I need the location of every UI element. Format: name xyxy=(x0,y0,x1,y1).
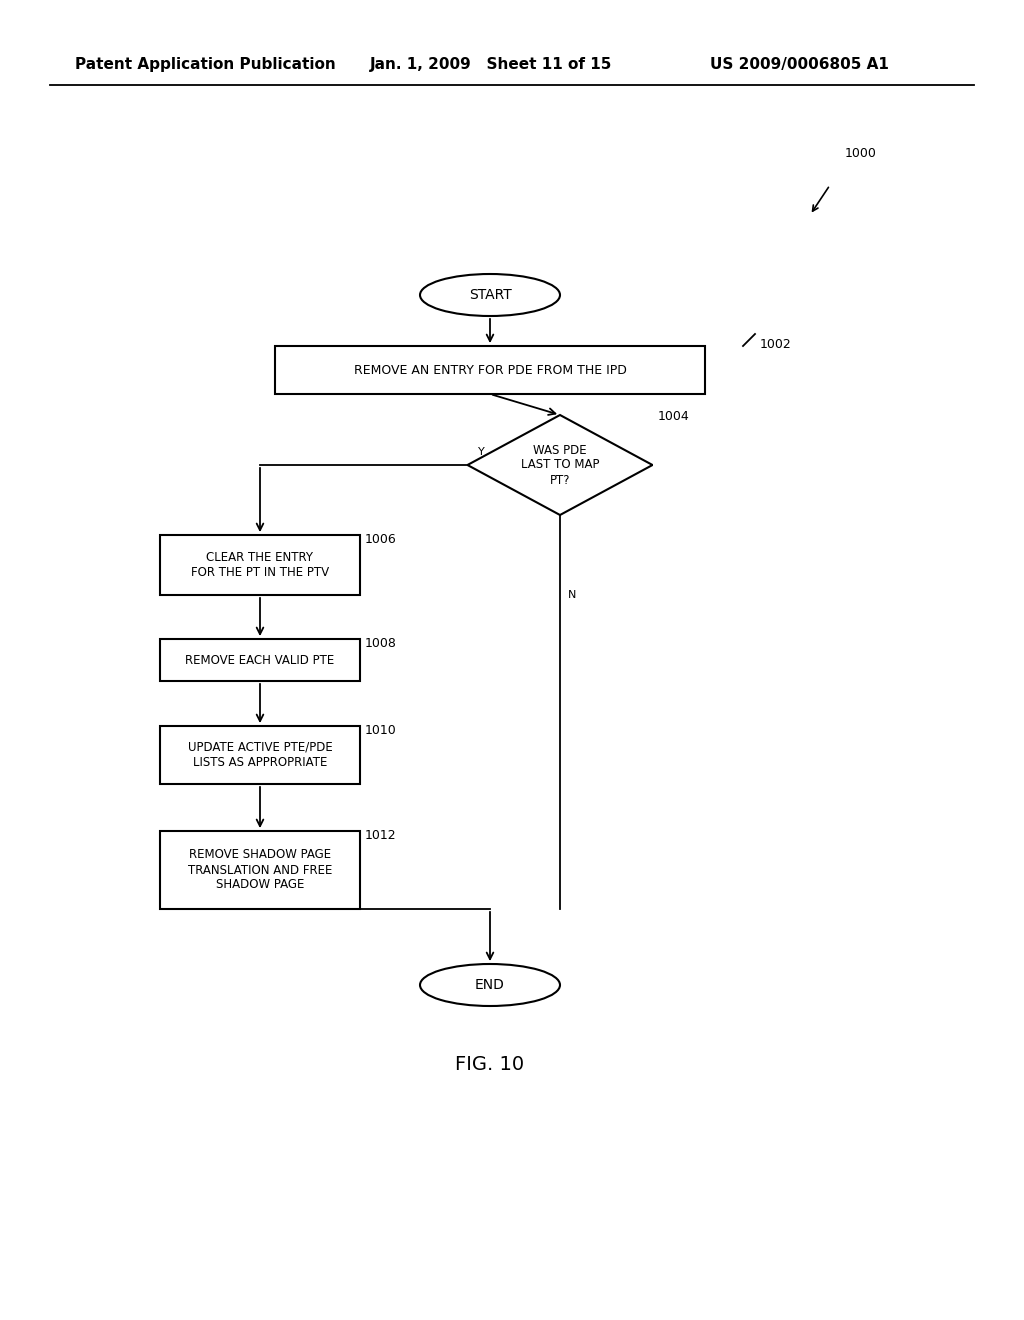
Text: REMOVE SHADOW PAGE
TRANSLATION AND FREE
SHADOW PAGE: REMOVE SHADOW PAGE TRANSLATION AND FREE … xyxy=(187,849,332,891)
Text: REMOVE EACH VALID PTE: REMOVE EACH VALID PTE xyxy=(185,653,335,667)
Text: US 2009/0006805 A1: US 2009/0006805 A1 xyxy=(710,58,889,73)
Text: REMOVE AN ENTRY FOR PDE FROM THE IPD: REMOVE AN ENTRY FOR PDE FROM THE IPD xyxy=(353,363,627,376)
Text: 1000: 1000 xyxy=(845,147,877,160)
Text: 1004: 1004 xyxy=(657,411,689,422)
Text: N: N xyxy=(568,590,577,601)
Text: Jan. 1, 2009   Sheet 11 of 15: Jan. 1, 2009 Sheet 11 of 15 xyxy=(370,58,612,73)
Text: UPDATE ACTIVE PTE/PDE
LISTS AS APPROPRIATE: UPDATE ACTIVE PTE/PDE LISTS AS APPROPRIA… xyxy=(187,741,333,770)
Text: CLEAR THE ENTRY
FOR THE PT IN THE PTV: CLEAR THE ENTRY FOR THE PT IN THE PTV xyxy=(190,550,329,579)
Text: 1006: 1006 xyxy=(365,533,396,546)
Text: FIG. 10: FIG. 10 xyxy=(456,1056,524,1074)
Text: END: END xyxy=(475,978,505,993)
Text: 1010: 1010 xyxy=(365,723,396,737)
Text: START: START xyxy=(469,288,511,302)
Text: 1002: 1002 xyxy=(760,338,792,351)
Text: Y: Y xyxy=(477,447,484,457)
Text: WAS PDE
LAST TO MAP
PT?: WAS PDE LAST TO MAP PT? xyxy=(521,444,599,487)
Text: 1008: 1008 xyxy=(365,638,397,649)
Text: Patent Application Publication: Patent Application Publication xyxy=(75,58,336,73)
Text: 1012: 1012 xyxy=(365,829,396,842)
